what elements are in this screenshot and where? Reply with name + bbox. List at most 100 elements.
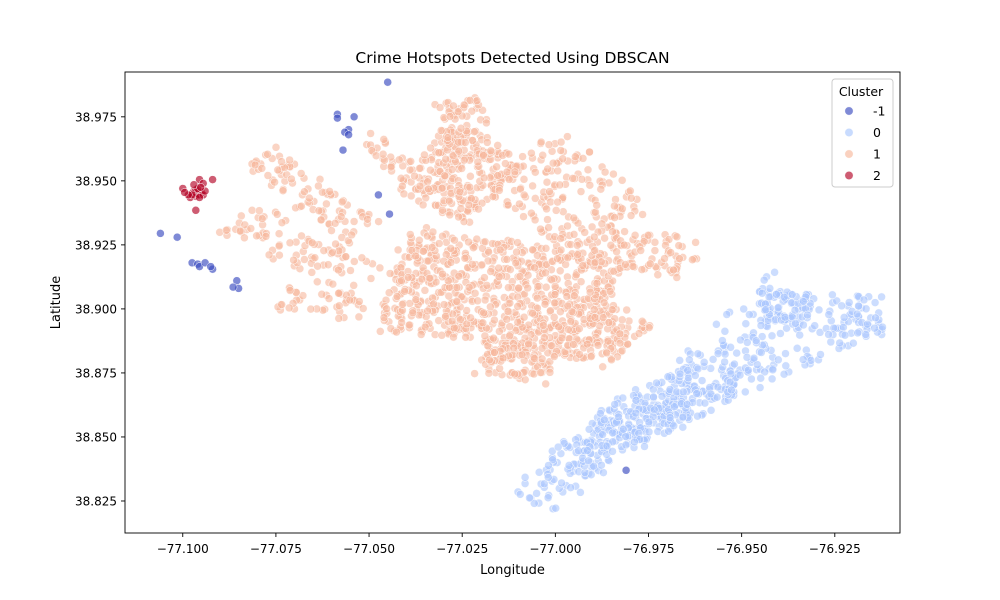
data-point-cluster-0 (718, 336, 727, 345)
data-point-cluster-1 (513, 302, 522, 311)
data-point-cluster-1 (479, 308, 488, 318)
data-point-cluster-1 (412, 281, 421, 290)
data-point-cluster-1 (456, 124, 466, 133)
data-point-cluster-1 (544, 223, 553, 232)
data-point-cluster-1 (610, 213, 619, 222)
data-point-cluster-1 (562, 292, 572, 301)
data-point-cluster-1 (571, 152, 580, 161)
data-point-cluster-1 (600, 167, 610, 177)
data-point-cluster-1 (590, 313, 600, 322)
data-point-cluster-1 (528, 181, 537, 191)
data-point-cluster-0 (700, 398, 710, 408)
data-point-cluster-1 (563, 221, 572, 231)
data-point-cluster-1 (550, 298, 559, 308)
data-point-cluster-1 (406, 230, 415, 239)
data-point-cluster-1 (357, 253, 367, 263)
data-point-cluster-0 (735, 370, 745, 380)
data-point-cluster-0 (720, 357, 729, 367)
data-point-cluster-1 (596, 184, 606, 194)
data-point-cluster-1 (454, 212, 463, 222)
data-point-cluster-0 (699, 358, 709, 367)
data-point-cluster-0 (548, 455, 557, 464)
data-point-cluster-0 (859, 295, 869, 305)
data-point-cluster-0 (544, 473, 553, 482)
data-point-cluster-1 (592, 200, 601, 210)
data-point-cluster-1 (263, 150, 272, 159)
data-point-cluster-1 (456, 315, 465, 324)
data-point-cluster-1 (477, 260, 487, 270)
data-point-cluster-1 (466, 172, 475, 181)
data-point-cluster-1 (577, 175, 587, 184)
data-point-cluster-1 (460, 254, 470, 263)
data-point-cluster-0 (749, 353, 759, 363)
data-point-cluster-0 (779, 369, 789, 379)
data-point-cluster-1 (515, 272, 525, 281)
data-point-cluster-1 (310, 253, 320, 262)
data-point-cluster-1 (503, 307, 513, 316)
data-point-cluster-1 (537, 354, 547, 364)
data-point-cluster-1 (675, 254, 684, 263)
data-point-cluster-1 (465, 182, 475, 192)
data-point-cluster-1 (454, 146, 464, 156)
data-point-cluster-1 (415, 164, 424, 173)
data-point-cluster-1 (514, 283, 523, 293)
data-point-cluster-0 (776, 329, 785, 338)
data-point-cluster-0 (803, 310, 812, 320)
data-point-cluster-0 (751, 336, 761, 345)
data-point-cluster-1 (438, 231, 447, 241)
data-point-cluster-0 (630, 437, 639, 447)
data-point-cluster--1 (338, 145, 348, 155)
data-point-cluster-1 (550, 282, 560, 291)
data-point-cluster-1 (455, 187, 465, 197)
data-point-cluster-1 (555, 266, 565, 276)
data-point-cluster-1 (544, 140, 554, 149)
data-point-cluster-0 (663, 372, 673, 381)
data-point-cluster-0 (683, 366, 692, 375)
data-point-cluster-1 (530, 354, 539, 363)
data-point-cluster-1 (590, 258, 600, 268)
data-point-cluster-1 (580, 228, 589, 237)
data-point-cluster-1 (541, 244, 551, 253)
data-point-cluster-1 (386, 162, 396, 172)
data-point-cluster-0 (761, 305, 770, 314)
data-point-cluster-1 (317, 290, 327, 299)
data-point-cluster-1 (235, 226, 245, 236)
data-point-cluster-1 (563, 132, 572, 141)
legend-label: 0 (873, 125, 881, 140)
data-point-cluster-0 (799, 320, 808, 330)
data-point-cluster-0 (640, 442, 649, 451)
data-point-cluster-0 (726, 369, 736, 379)
data-point-cluster-1 (486, 267, 495, 276)
data-point-cluster-1 (426, 165, 435, 175)
data-point-cluster-1 (553, 254, 562, 263)
legend-box (831, 78, 894, 188)
data-point-cluster-1 (510, 369, 519, 379)
data-point-cluster--1 (156, 229, 165, 238)
data-point-cluster-1 (334, 301, 344, 311)
data-point-cluster-1 (576, 277, 586, 286)
data-point-cluster-1 (524, 339, 533, 349)
legend-marker-0 (844, 128, 854, 137)
y-tick-label: 38.850 (75, 430, 117, 444)
data-point-cluster-0 (650, 405, 659, 415)
data-point-cluster-1 (575, 350, 584, 359)
data-point-cluster-1 (538, 151, 547, 160)
data-point-cluster-1 (575, 324, 584, 333)
data-point-cluster-1 (446, 244, 456, 253)
data-point-cluster-1 (617, 176, 627, 185)
data-point-cluster-0 (824, 330, 833, 339)
data-point-cluster-0 (665, 413, 675, 422)
data-point-cluster-0 (532, 489, 541, 498)
y-tick-label: 38.925 (75, 238, 117, 252)
data-point-cluster-1 (404, 320, 414, 330)
data-point-cluster-1 (420, 286, 430, 295)
data-point-cluster-1 (688, 255, 697, 264)
data-point-cluster-1 (482, 281, 492, 290)
data-point-cluster-1 (585, 180, 595, 190)
data-point-cluster-1 (602, 348, 611, 358)
data-point-cluster-1 (498, 353, 508, 363)
data-point-cluster-1 (490, 348, 499, 357)
data-point-cluster--1 (333, 113, 342, 123)
data-point-cluster-0 (693, 349, 703, 359)
data-point-cluster-1 (319, 246, 329, 255)
